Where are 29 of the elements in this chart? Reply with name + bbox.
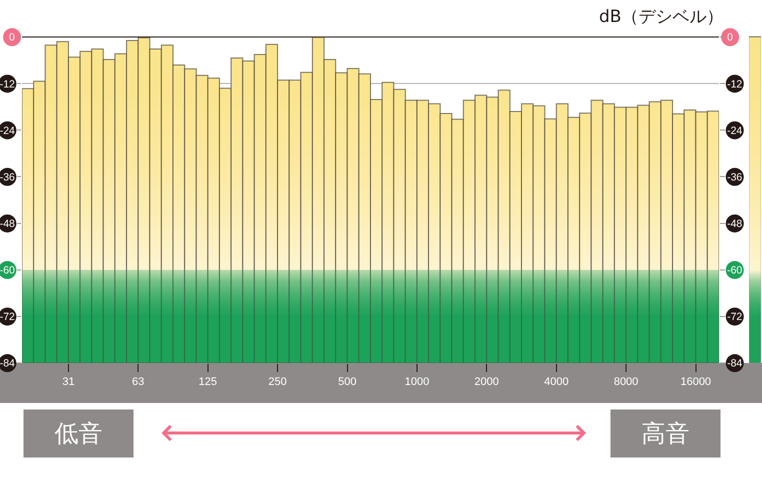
y-tick-label: -12 bbox=[0, 78, 16, 90]
y2-tick-label: -72 bbox=[727, 311, 742, 324]
y-tick-label: -60 bbox=[0, 264, 16, 277]
y2-tick-label: -60 bbox=[727, 264, 742, 277]
y2-tick-label: -48 bbox=[727, 218, 742, 230]
text: 高音 bbox=[642, 420, 690, 448]
y2-tick-label: -36 bbox=[727, 171, 742, 184]
x-tick-label: 4000 bbox=[544, 376, 569, 388]
y2-tick-label: -84 bbox=[727, 358, 742, 370]
y2-tick-label: -24 bbox=[727, 124, 742, 137]
y2-axis-title: dB（デシベル） bbox=[599, 7, 724, 27]
y-tick-label: -84 bbox=[0, 358, 16, 370]
x-tick-label: 31 bbox=[62, 376, 75, 388]
x-tick-label: 16000 bbox=[680, 376, 712, 388]
x-tick-label: 125 bbox=[198, 376, 218, 388]
text: 低音 bbox=[54, 420, 102, 448]
x-tick-label: 63 bbox=[132, 376, 144, 388]
y-tick-label: -48 bbox=[0, 218, 16, 230]
x-tick-label: 8000 bbox=[614, 376, 638, 388]
x-tick-label: 2000 bbox=[474, 376, 499, 388]
y-tick-label: -72 bbox=[0, 311, 16, 324]
x-tick-label: 1000 bbox=[404, 376, 430, 388]
y2-tick-label: 0 bbox=[727, 32, 734, 44]
y-tick-label: -36 bbox=[0, 171, 16, 184]
x-tick-label: 250 bbox=[268, 376, 287, 388]
y2-tick-label: -12 bbox=[727, 78, 742, 90]
y-tick-label: -24 bbox=[0, 124, 16, 137]
x-tick-label: 500 bbox=[338, 376, 356, 388]
y-tick-label: 0 bbox=[9, 32, 16, 44]
